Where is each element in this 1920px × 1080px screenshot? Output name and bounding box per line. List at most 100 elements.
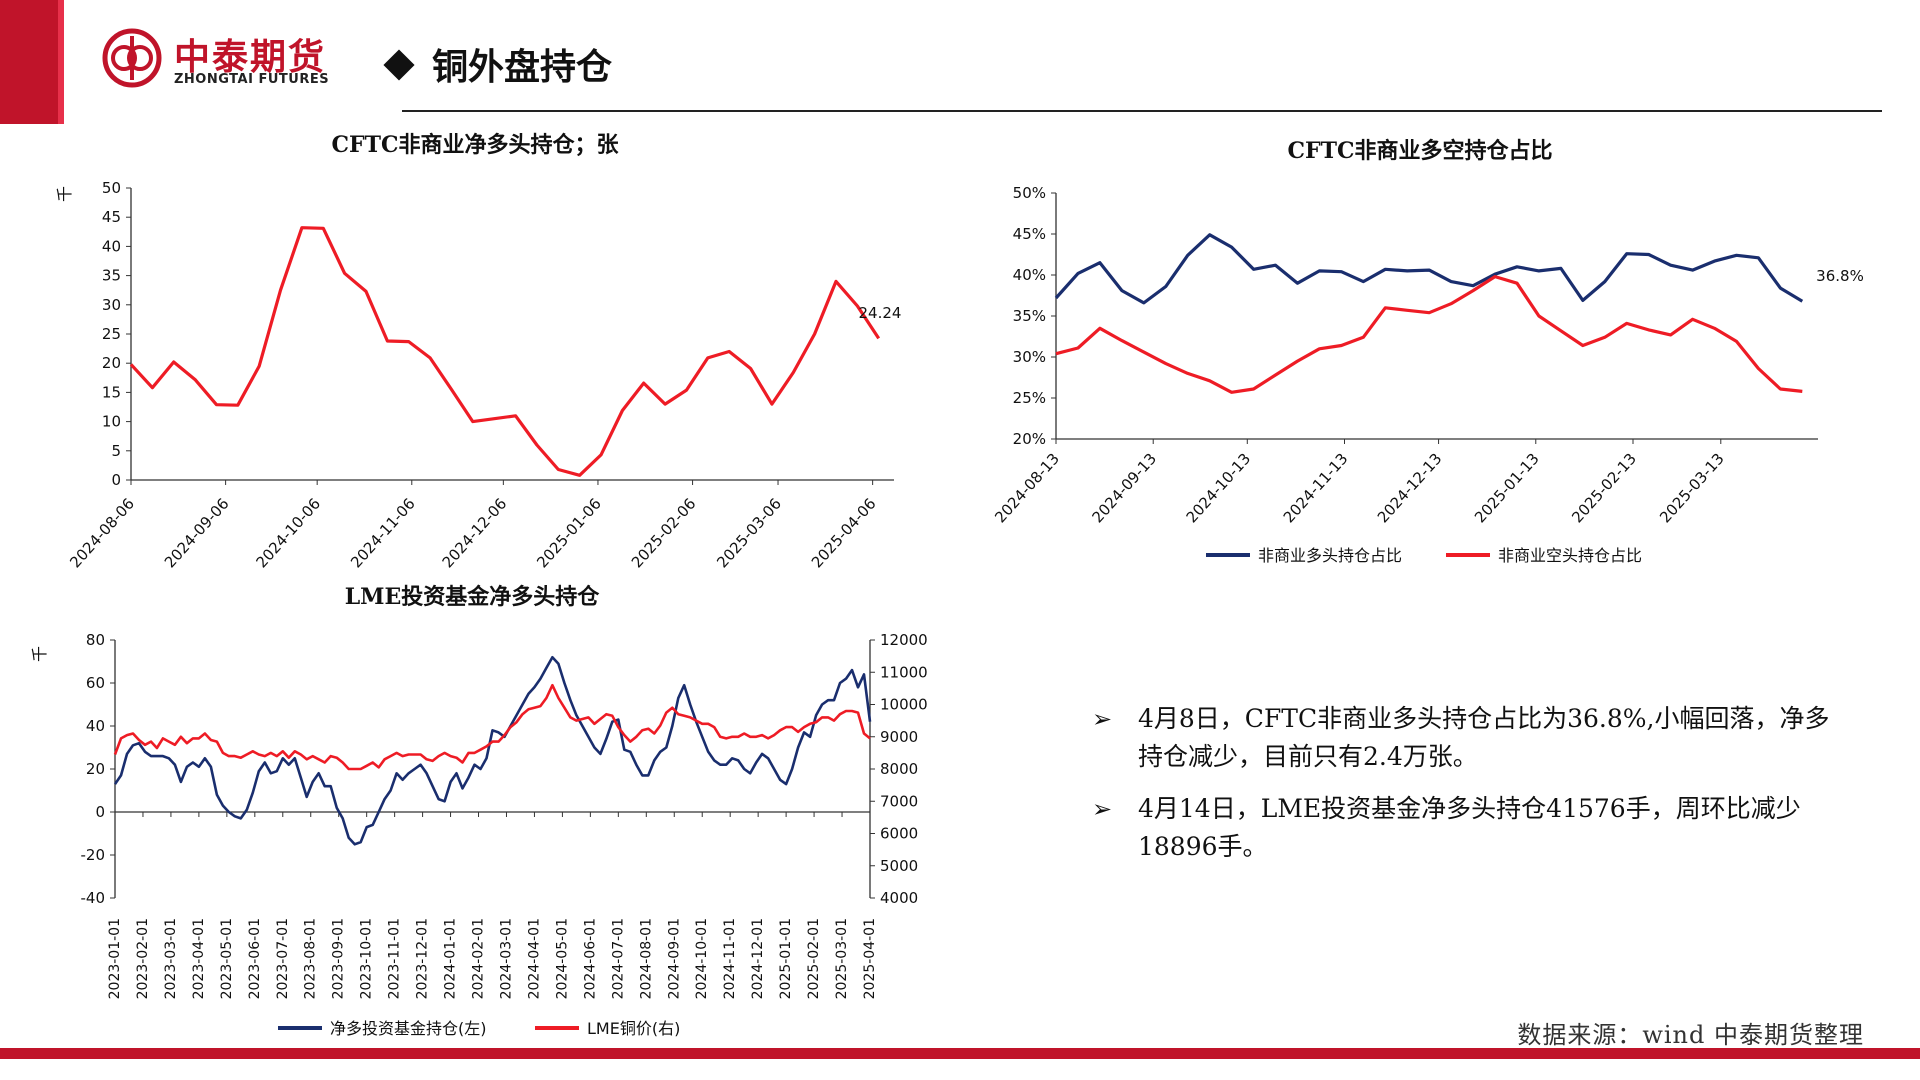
x-tick-label: 2024-11-06: [347, 495, 419, 572]
x-tick-label: 2024-07-01: [610, 918, 626, 999]
x-tick-label: 2023-09-01: [331, 918, 347, 999]
x-tick-label: 2023-06-01: [247, 918, 263, 999]
y-tick-label: 50%: [1013, 184, 1046, 202]
x-tick-label: 2025-04-06: [808, 495, 880, 572]
x-tick-label: 2023-02-01: [135, 918, 151, 999]
y-tick-label: 20: [102, 354, 121, 372]
x-tick-label: 2023-03-01: [163, 918, 179, 999]
x-tick-label: 2025-01-06: [533, 495, 605, 572]
footer-bar: [0, 1048, 1920, 1059]
y-tick-label: 35: [102, 267, 121, 285]
x-tick-label: 2024-08-01: [638, 918, 654, 999]
zhongtai-logo-icon: [102, 28, 162, 88]
y-axis-label: 千: [30, 646, 49, 662]
y2-tick-label: 7000: [880, 792, 918, 810]
x-tick-label: 2025-03-01: [834, 918, 850, 999]
x-tick-label: 2024-11-01: [722, 918, 738, 999]
y-tick-label: 20: [86, 760, 105, 778]
y2-tick-label: 8000: [880, 760, 918, 778]
legend-label: 净多投资基金持仓(左): [330, 1019, 487, 1038]
y-tick-label: 25: [102, 325, 121, 343]
legend-label: 非商业多头持仓占比: [1258, 546, 1402, 565]
commentary-item: ➢ 4月14日，LME投资基金净多头持仓41576手，周环比减少18896手。: [1092, 790, 1852, 866]
x-tick-label: 2025-03-06: [713, 495, 785, 572]
x-tick-label: 2024-12-13: [1374, 450, 1446, 527]
x-tick-label: 2024-11-13: [1280, 450, 1352, 527]
y2-tick-label: 6000: [880, 825, 918, 843]
y-tick-label: 40: [102, 237, 121, 255]
x-tick-label: 2024-12-01: [750, 918, 766, 999]
logo-english-name: ZHONGTAI FUTURES: [174, 72, 330, 87]
y-tick-label: 10: [102, 413, 121, 431]
y-tick-label: 40%: [1013, 266, 1046, 284]
commentary-list: ➢ 4月8日，CFTC非商业多头持仓占比为36.8%,小幅回落，净多持仓减少，目…: [1092, 700, 1852, 880]
series-line: [1055, 275, 1803, 394]
x-tick-label: 2023-05-01: [219, 918, 235, 999]
y2-tick-label: 12000: [880, 631, 928, 649]
x-tick-label: 2024-06-01: [582, 918, 598, 999]
x-tick-label: 2025-04-01: [862, 918, 878, 999]
arrow-bullet-icon: ➢: [1092, 795, 1113, 823]
page-title: 铜外盘持仓: [383, 38, 613, 90]
lme-fund-net-long-chart: LME投资基金净多头持仓 -40 -20 0 20 40 60 80 千 4000 5000 6000…: [30, 584, 928, 1038]
y-tick-label: -40: [81, 889, 106, 907]
diamond-bullet-icon: [383, 49, 415, 81]
x-tick-label: 2023-08-01: [303, 918, 319, 999]
x-tick-label: 2024-02-01: [471, 918, 487, 999]
y-tick-label: 20%: [1013, 430, 1046, 448]
data-source-note: 数据来源：wind 中泰期货整理: [1517, 1021, 1864, 1049]
x-tick-label: 2024-09-01: [666, 918, 682, 999]
y-tick-label: 45: [102, 208, 121, 226]
y-tick-label: 30: [102, 296, 121, 314]
x-tick-label: 2023-12-01: [415, 918, 431, 999]
x-tick-label: 2023-01-01: [107, 918, 123, 999]
x-tick-label: 2023-10-01: [359, 918, 375, 999]
x-tick-label: 2025-02-13: [1568, 450, 1640, 527]
x-tick-label: 2024-12-06: [439, 495, 511, 572]
legend-label: LME铜价(右): [587, 1019, 680, 1038]
series-line: [1054, 233, 1804, 305]
y-tick-label: 40: [86, 717, 105, 735]
logo-chinese-name: 中泰期货: [174, 37, 327, 78]
end-value-label: 24.24: [859, 304, 902, 322]
y-tick-label: 35%: [1013, 307, 1046, 325]
cftc-net-long-chart: CFTC非商业净多头持仓；张 0 5 10 15 20 25 30 35 40 45 50 千 2024-…: [55, 132, 902, 572]
x-tick-label: 2024-05-01: [554, 918, 570, 999]
x-tick-label: 2025-02-06: [628, 495, 700, 572]
y2-tick-label: 4000: [880, 889, 918, 907]
x-tick-label: 2023-11-01: [387, 918, 403, 999]
cftc-long-short-ratio-chart: CFTC非商业多空持仓占比 20% 25% 30% 35% 40% 45% 50% 2024-0…: [991, 138, 1864, 565]
chart-title: CFTC非商业净多头持仓；张: [331, 132, 619, 158]
end-value-label: 36.8%: [1816, 267, 1864, 285]
x-tick-label: 2023-07-01: [275, 918, 291, 999]
commentary-text: 4月14日，LME投资基金净多头持仓41576手，周环比减少18896手。: [1138, 794, 1801, 861]
corner-accent-bar: [0, 0, 64, 124]
y-tick-label: 45%: [1013, 225, 1046, 243]
x-tick-label: 2024-03-01: [498, 918, 514, 999]
commentary-item: ➢ 4月8日，CFTC非商业多头持仓占比为36.8%,小幅回落，净多持仓减少，目…: [1092, 700, 1852, 776]
y-tick-label: 0: [111, 471, 121, 489]
x-tick-label: 2025-02-01: [806, 918, 822, 999]
chart-title: CFTC非商业多空持仓占比: [1287, 138, 1552, 164]
x-tick-label: 2024-10-06: [252, 495, 324, 572]
page-title-text: 铜外盘持仓: [432, 47, 613, 88]
y-tick-label: 30%: [1013, 348, 1046, 366]
x-tick-label: 2024-01-01: [443, 918, 459, 999]
x-tick-label: 2025-01-01: [778, 918, 794, 999]
series-line: [113, 655, 872, 846]
y-tick-label: 15: [102, 383, 121, 401]
commentary-text: 4月8日，CFTC非商业多头持仓占比为36.8%,小幅回落，净多持仓减少，目前只…: [1138, 704, 1830, 771]
y-tick-label: 50: [102, 179, 121, 197]
x-tick-label: 2025-01-13: [1471, 450, 1543, 527]
x-tick-label: 2024-08-06: [66, 495, 138, 572]
header-divider: [402, 110, 1882, 112]
y2-tick-label: 9000: [880, 728, 918, 746]
x-tick-label: 2024-09-13: [1088, 450, 1160, 527]
x-tick-label: 2024-10-13: [1183, 450, 1255, 527]
series-line: [113, 683, 871, 771]
data-line: [129, 226, 881, 477]
legend-label: 非商业空头持仓占比: [1498, 546, 1642, 565]
y-tick-label: 80: [86, 631, 105, 649]
y-tick-label: 5: [111, 442, 121, 460]
y2-tick-label: 10000: [880, 696, 928, 714]
